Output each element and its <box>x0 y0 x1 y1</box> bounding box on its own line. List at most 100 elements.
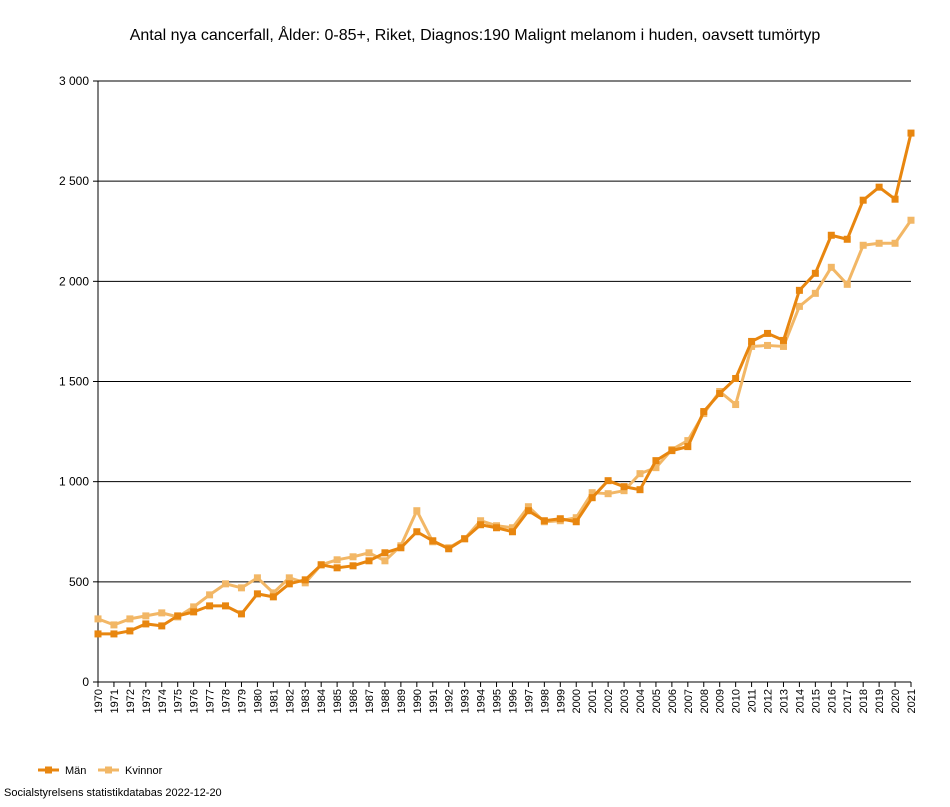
x-tick-label: 1973 <box>141 689 153 713</box>
x-tick-label: 2003 <box>619 689 631 713</box>
data-point <box>652 457 660 465</box>
x-tick-label: 1993 <box>460 689 472 713</box>
data-point <box>285 580 293 588</box>
data-point <box>445 545 453 553</box>
data-point <box>716 390 724 398</box>
data-point <box>588 494 596 502</box>
data-point <box>126 627 134 635</box>
data-point <box>333 556 341 564</box>
x-tick-label: 2004 <box>635 689 647 713</box>
grid-lines <box>98 80 911 583</box>
data-point <box>206 602 214 610</box>
x-tick-label: 1981 <box>268 689 280 713</box>
x-tick-label: 1990 <box>412 689 424 713</box>
x-tick-label: 2017 <box>842 689 854 713</box>
x-tick-label: 2019 <box>874 689 886 713</box>
x-tick-label: 1986 <box>348 689 360 713</box>
data-point <box>381 549 389 557</box>
data-point <box>237 584 245 592</box>
data-point <box>493 524 501 532</box>
data-point <box>891 195 899 203</box>
x-tick-label: 2014 <box>794 689 806 713</box>
x-tick-label: 1992 <box>444 689 456 713</box>
x-tick-label: 1998 <box>539 689 551 713</box>
data-point <box>110 630 118 638</box>
x-tick-label: 1975 <box>173 689 185 713</box>
data-point <box>524 507 532 515</box>
data-point <box>317 561 325 569</box>
y-tick-label: 1 000 <box>59 475 89 489</box>
data-point <box>429 537 437 545</box>
data-point <box>859 196 867 204</box>
data-point <box>365 557 373 565</box>
data-point <box>604 477 612 485</box>
x-tick-label: 2021 <box>906 689 918 713</box>
y-tick-label: 0 <box>82 675 89 689</box>
data-point <box>206 591 214 599</box>
data-point <box>142 620 150 628</box>
x-tick-label: 1985 <box>332 689 344 713</box>
x-axis-ticks: 1970 1971 1972 1973 1974 1975 1976 1977 1978 1979… <box>93 682 918 713</box>
x-tick-label: 2015 <box>810 689 822 713</box>
x-tick-label: 2020 <box>890 689 902 713</box>
y-tick-label: 2 000 <box>59 274 89 288</box>
data-point <box>875 239 883 247</box>
x-tick-label: 1971 <box>109 689 121 713</box>
x-tick-label: 1999 <box>555 689 567 713</box>
data-point <box>110 621 118 629</box>
data-point <box>684 437 692 445</box>
data-point <box>413 507 421 515</box>
legend-label: Män <box>65 765 86 777</box>
chart-title: Antal nya cancerfall, Ålder: 0-85+, Rike… <box>130 25 821 44</box>
data-point <box>397 544 405 552</box>
y-tick-label: 2 500 <box>59 174 89 188</box>
x-tick-label: 2008 <box>699 689 711 713</box>
data-point <box>604 490 612 498</box>
y-axis-ticks: 0 500 1 000 1 500 2 000 2 500 3 000 <box>59 74 98 689</box>
data-point <box>94 630 102 638</box>
data-point <box>524 503 532 511</box>
data-point <box>285 574 293 582</box>
x-tick-label: 1970 <box>93 689 105 713</box>
x-tick-label: 1988 <box>380 689 392 713</box>
data-point <box>349 562 357 570</box>
data-point <box>811 269 819 277</box>
data-point <box>811 289 819 297</box>
data-point <box>572 518 580 526</box>
data-point <box>795 286 803 294</box>
data-point <box>827 231 835 239</box>
x-tick-label: 1972 <box>125 689 137 713</box>
x-tick-label: 1977 <box>205 689 217 713</box>
data-point <box>349 553 357 561</box>
source-note: Socialstyrelsens statistikdatabas 2022-1… <box>4 787 222 799</box>
data-point <box>126 615 134 623</box>
x-tick-label: 2010 <box>731 689 743 713</box>
data-point <box>477 521 485 529</box>
x-tick-label: 1987 <box>364 689 376 713</box>
data-point <box>222 602 230 610</box>
data-point <box>795 302 803 310</box>
x-tick-label: 1982 <box>284 689 296 713</box>
data-point <box>859 241 867 249</box>
y-tick-label: 500 <box>69 575 89 589</box>
data-point <box>748 337 756 345</box>
data-point <box>827 263 835 271</box>
x-tick-label: 2001 <box>587 689 599 713</box>
data-point <box>508 524 516 532</box>
data-point <box>907 129 915 137</box>
x-tick-label: 1979 <box>236 689 248 713</box>
data-point <box>333 564 341 572</box>
data-point <box>572 514 580 522</box>
data-point <box>190 603 198 611</box>
data-point <box>253 590 261 598</box>
data-point <box>142 612 150 620</box>
data-point <box>764 341 772 349</box>
data-point <box>301 576 309 584</box>
data-point <box>684 443 692 451</box>
data-point <box>174 612 182 620</box>
x-tick-label: 2018 <box>858 689 870 713</box>
data-point <box>843 235 851 243</box>
x-tick-label: 1980 <box>252 689 264 713</box>
x-tick-label: 2009 <box>715 689 727 713</box>
data-point <box>556 515 564 523</box>
